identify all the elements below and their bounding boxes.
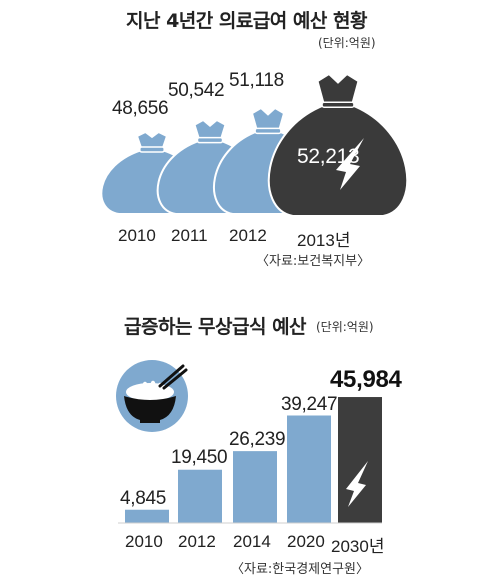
chart1-value-label-1: 50,542 (168, 80, 225, 101)
chart2-title: 급증하는 무상급식 예산 (124, 316, 307, 338)
chart1-category-label-0: 2010 (118, 226, 156, 245)
chart2-bar-1 (178, 469, 222, 523)
chart2-category-label-1: 2012 (178, 532, 216, 551)
chart1-category-label-3: 2013년 (297, 231, 351, 250)
chart2-category-label-4: 2030년 (331, 537, 385, 556)
chart2-crack-mark (346, 461, 368, 507)
chart2-bar-3 (287, 415, 331, 523)
chart1-value-label-2: 51,118 (229, 70, 284, 91)
chart2-value-label-0: 4,845 (120, 488, 167, 509)
chart1-title: 지난 4년간 의료급여 예산 현황 (126, 10, 367, 32)
chart1-unit: (단위:억원) (318, 36, 376, 50)
chart2-category-label-2: 2014 (233, 532, 271, 551)
chart1-value-label-3: 52,213 (297, 145, 360, 168)
chart2-bar-4 (338, 397, 382, 523)
chart2-unit: (단위:억원) (316, 320, 374, 334)
chart2-category-label-0: 2010 (125, 532, 163, 551)
chart2-source: 〈자료:한국경제연구원〉 (231, 562, 370, 577)
chart1-source: 〈자료:보건복지부〉 (256, 254, 371, 269)
chart2-bar-0 (125, 509, 169, 523)
chart2-value-label-3: 39,247 (281, 394, 338, 415)
chart2-value-label-4: 45,984 (330, 366, 402, 393)
chart2-value-label-1: 19,450 (171, 447, 228, 468)
chart1-category-label-1: 2011 (171, 226, 208, 245)
chart1-category-label-2: 2012 (229, 226, 267, 245)
chart1-value-label-0: 48,656 (112, 98, 169, 119)
chart2-value-label-2: 26,239 (229, 429, 286, 450)
chart2-bar-2 (233, 451, 277, 523)
chart1-bag-3 (267, 72, 409, 217)
chart2-category-label-3: 2020 (287, 532, 325, 551)
rice-bowl-icon (116, 360, 188, 432)
